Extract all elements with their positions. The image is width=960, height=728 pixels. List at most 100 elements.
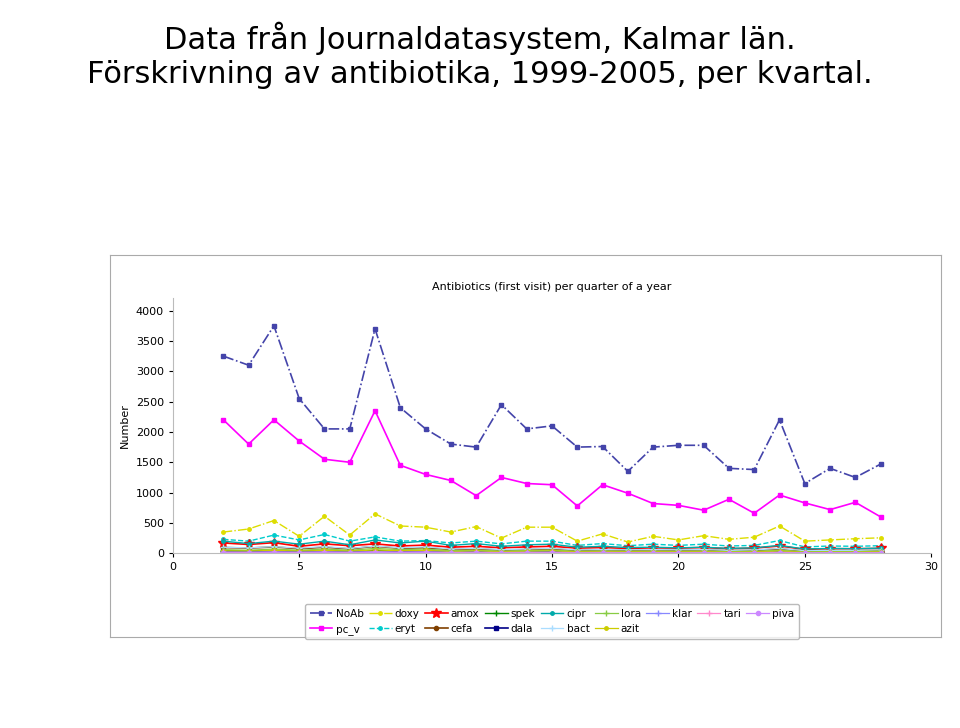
azit bbox=[850, 547, 861, 556]
pc_v bbox=[319, 455, 330, 464]
pc_v bbox=[495, 473, 507, 482]
doxy bbox=[395, 521, 406, 530]
amox bbox=[698, 543, 709, 552]
klar bbox=[243, 547, 254, 556]
piva bbox=[370, 548, 381, 557]
NoAb bbox=[521, 424, 533, 433]
cefa bbox=[495, 546, 507, 555]
piva bbox=[571, 549, 583, 558]
bact bbox=[243, 543, 254, 552]
piva bbox=[698, 549, 709, 558]
tari bbox=[723, 549, 734, 558]
spek bbox=[749, 547, 760, 556]
bact bbox=[698, 545, 709, 554]
lora bbox=[395, 545, 406, 554]
cipr bbox=[344, 540, 355, 549]
pc_v bbox=[546, 480, 558, 489]
amox bbox=[673, 544, 684, 553]
amox bbox=[243, 540, 254, 549]
amox bbox=[319, 539, 330, 548]
cipr bbox=[825, 544, 836, 553]
NoAb bbox=[445, 440, 457, 448]
NoAb bbox=[218, 352, 229, 360]
cefa bbox=[799, 547, 810, 555]
cefa bbox=[571, 546, 583, 555]
tari bbox=[571, 549, 583, 558]
Line: amox: amox bbox=[219, 538, 885, 554]
doxy bbox=[243, 525, 254, 534]
NoAb bbox=[825, 464, 836, 472]
NoAb bbox=[622, 467, 634, 476]
bact bbox=[597, 545, 609, 554]
azit bbox=[825, 547, 836, 556]
azit bbox=[218, 547, 229, 555]
pc_v bbox=[622, 489, 634, 498]
cipr bbox=[495, 542, 507, 550]
cefa bbox=[850, 546, 861, 555]
NoAb bbox=[344, 424, 355, 433]
dala bbox=[294, 547, 305, 556]
bact bbox=[521, 545, 533, 553]
lora bbox=[875, 547, 886, 555]
cefa bbox=[319, 543, 330, 552]
azit bbox=[521, 547, 533, 555]
lora bbox=[268, 545, 279, 553]
pc_v bbox=[243, 440, 254, 448]
cipr bbox=[622, 543, 634, 552]
lora bbox=[470, 546, 482, 555]
NoAb bbox=[370, 325, 381, 333]
dala bbox=[268, 547, 279, 556]
eryt bbox=[597, 539, 609, 548]
cipr bbox=[294, 540, 305, 549]
amox bbox=[647, 543, 659, 552]
piva bbox=[546, 548, 558, 557]
klar bbox=[647, 548, 659, 557]
azit bbox=[698, 547, 709, 556]
lora bbox=[420, 545, 431, 553]
dala bbox=[875, 548, 886, 557]
pc_v bbox=[294, 437, 305, 446]
cefa bbox=[698, 545, 709, 554]
amox bbox=[521, 542, 533, 551]
klar bbox=[698, 548, 709, 557]
piva bbox=[774, 549, 785, 558]
Y-axis label: Number: Number bbox=[120, 403, 131, 448]
NoAb bbox=[268, 321, 279, 330]
amox bbox=[268, 538, 279, 547]
pc_v bbox=[825, 505, 836, 514]
tari bbox=[597, 548, 609, 557]
bact bbox=[799, 546, 810, 555]
azit bbox=[395, 546, 406, 555]
klar bbox=[875, 548, 886, 557]
Line: klar: klar bbox=[221, 549, 883, 555]
bact bbox=[546, 544, 558, 553]
doxy bbox=[875, 534, 886, 542]
tari bbox=[850, 549, 861, 558]
dala bbox=[395, 547, 406, 556]
azit bbox=[749, 547, 760, 556]
Title: Antibiotics (first visit) per quarter of a year: Antibiotics (first visit) per quarter of… bbox=[432, 282, 672, 292]
dala bbox=[344, 547, 355, 556]
klar bbox=[799, 548, 810, 557]
eryt bbox=[445, 539, 457, 547]
cefa bbox=[445, 545, 457, 554]
dala bbox=[774, 547, 785, 556]
amox bbox=[571, 544, 583, 553]
tari bbox=[470, 548, 482, 557]
bact bbox=[825, 546, 836, 555]
pc_v bbox=[268, 416, 279, 424]
doxy bbox=[319, 512, 330, 521]
eryt bbox=[875, 542, 886, 550]
amox bbox=[395, 542, 406, 550]
spek bbox=[647, 547, 659, 556]
eryt bbox=[647, 540, 659, 549]
pc_v bbox=[445, 476, 457, 485]
dala bbox=[218, 547, 229, 556]
lora bbox=[825, 547, 836, 556]
Line: dala: dala bbox=[221, 550, 883, 555]
doxy bbox=[774, 521, 785, 530]
amox bbox=[470, 542, 482, 550]
Line: piva: piva bbox=[221, 550, 883, 555]
bact bbox=[319, 542, 330, 551]
pc_v bbox=[420, 470, 431, 479]
